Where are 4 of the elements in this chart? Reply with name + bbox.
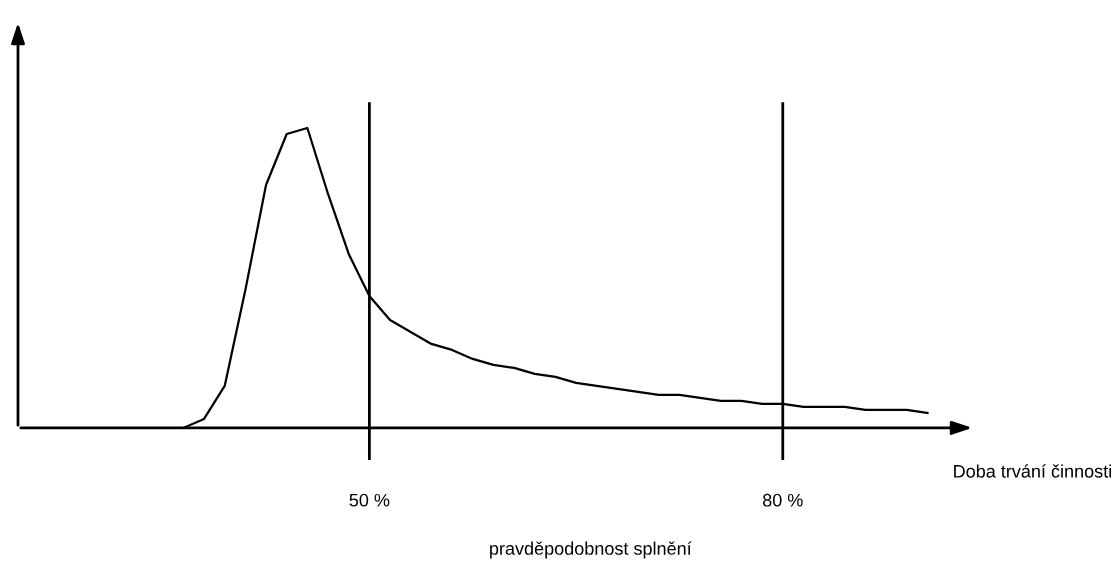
x-tick-label: 80 % bbox=[762, 493, 803, 507]
x-axis-title: Doba trvání činnosti bbox=[954, 464, 1111, 478]
text: pravděpodobnost splnění bbox=[490, 541, 692, 559]
x-tick-label: 50 % bbox=[349, 493, 390, 507]
